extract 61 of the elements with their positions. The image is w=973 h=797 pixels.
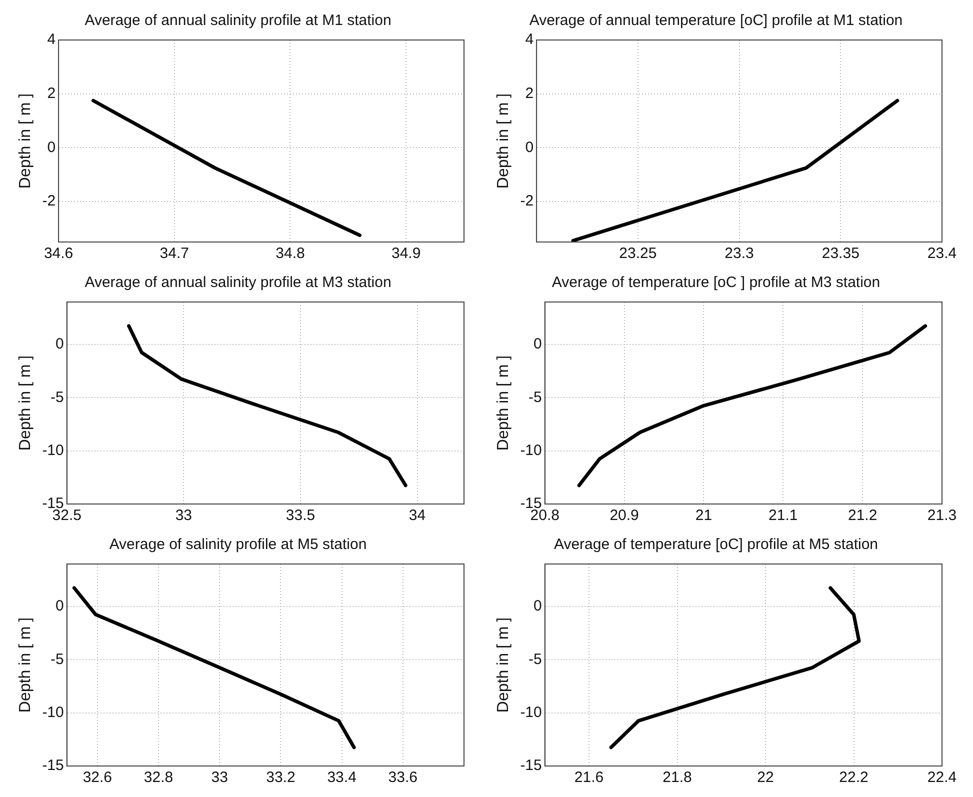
y-axis-title: Depth in [ m ] bbox=[17, 617, 34, 713]
y-tick-label: -5 bbox=[528, 388, 542, 406]
chart-title: Average of salinity profile at M5 station bbox=[109, 536, 367, 554]
chart-title: Average of temperature [oC ] profile at M3 station bbox=[552, 274, 880, 292]
y-tick-label: 0 bbox=[47, 138, 56, 156]
y-tick-label: 0 bbox=[56, 336, 64, 353]
x-tick-label: 33.5 bbox=[286, 507, 316, 524]
x-tick-label: 21 bbox=[695, 507, 712, 524]
y-tick-label: 2 bbox=[525, 85, 534, 102]
x-tick-label: 22.4 bbox=[927, 769, 957, 786]
x-tick-label: 32.8 bbox=[144, 769, 174, 786]
y-tick-label: -2 bbox=[42, 192, 56, 210]
y-tick-label: -10 bbox=[42, 704, 64, 721]
y-tick-label: -5 bbox=[50, 650, 64, 668]
x-tick-label: 22.2 bbox=[839, 769, 868, 786]
y-axis-title: Depth in [ m ] bbox=[495, 93, 512, 189]
y-tick-label: 4 bbox=[47, 31, 56, 48]
x-tick-label: 33.4 bbox=[327, 769, 356, 786]
x-tick-label: 33.6 bbox=[388, 769, 418, 786]
x-tick-label: 21.1 bbox=[768, 507, 798, 524]
chart-title: Average of annual temperature [oC] profile at M1 station bbox=[529, 12, 903, 30]
chart-title: Average of temperature [oC] profile at M5 station bbox=[554, 536, 878, 554]
x-tick-label: 32.6 bbox=[82, 769, 112, 786]
y-tick-label: -2 bbox=[520, 192, 534, 210]
x-tick-label: 33 bbox=[211, 769, 228, 786]
y-axis-title: Depth in [ m ] bbox=[495, 355, 512, 451]
x-tick-label: 34.6 bbox=[44, 245, 74, 262]
x-tick-label: 21.8 bbox=[662, 769, 692, 786]
x-tick-label: 20.9 bbox=[610, 507, 639, 524]
chart-title: Average of annual salinity profile at M3 station bbox=[84, 274, 392, 292]
x-tick-label: 34.7 bbox=[160, 245, 189, 262]
x-tick-label: 23.3 bbox=[724, 245, 754, 262]
x-tick-label: 21.2 bbox=[848, 507, 878, 524]
x-tick-label: 33 bbox=[175, 507, 192, 524]
y-tick-label: 0 bbox=[525, 138, 534, 156]
x-tick-label: 22 bbox=[757, 769, 774, 786]
x-tick-label: 21.6 bbox=[574, 769, 604, 786]
y-axis-title: Depth in [ m ] bbox=[495, 617, 512, 713]
x-tick-label: 23.4 bbox=[927, 245, 957, 262]
y-tick-label: -10 bbox=[42, 442, 64, 459]
y-tick-label: -10 bbox=[520, 442, 542, 459]
x-tick-label: 33.2 bbox=[266, 769, 296, 786]
x-tick-label: 23.25 bbox=[619, 245, 657, 262]
y-tick-label: 2 bbox=[47, 85, 56, 102]
y-tick-label: 0 bbox=[534, 598, 542, 615]
x-tick-label: 34 bbox=[408, 507, 426, 524]
y-tick-label: 0 bbox=[56, 598, 64, 615]
y-axis-title: Depth in [ m ] bbox=[17, 93, 34, 189]
y-tick-label: 4 bbox=[525, 31, 534, 48]
chart-title: Average of annual salinity profile at M1 station bbox=[84, 12, 392, 30]
y-tick-label: -10 bbox=[520, 704, 542, 721]
y-tick-label: -5 bbox=[528, 650, 542, 668]
x-tick-label: 34.9 bbox=[391, 245, 421, 262]
x-tick-label: 23.35 bbox=[822, 245, 860, 262]
y-axis-title: Depth in [ m ] bbox=[17, 355, 34, 451]
x-tick-label: 34.8 bbox=[276, 245, 305, 262]
y-tick-label: -5 bbox=[50, 388, 64, 406]
y-tick-label: -15 bbox=[520, 757, 542, 774]
y-tick-label: 0 bbox=[534, 336, 542, 353]
x-tick-label: 21.3 bbox=[927, 507, 957, 524]
y-tick-label: -15 bbox=[42, 757, 64, 774]
